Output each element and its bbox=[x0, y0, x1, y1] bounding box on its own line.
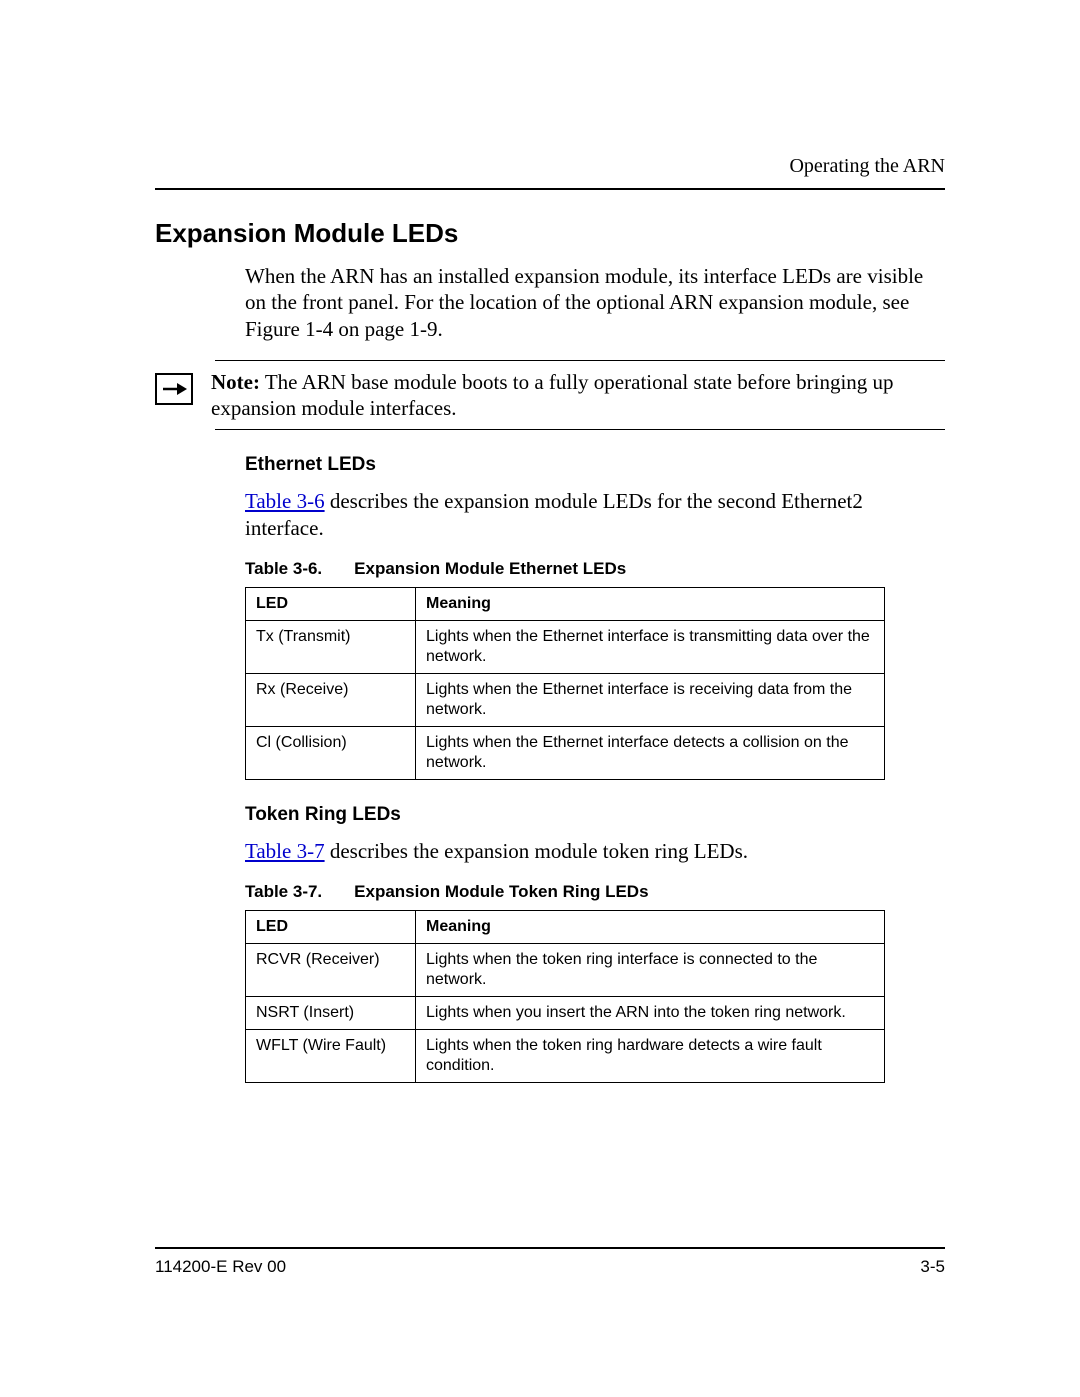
table-3-7: LED Meaning RCVR (Receiver) Lights when … bbox=[245, 910, 885, 1083]
note-row: Note: The ARN base module boots to a ful… bbox=[155, 361, 945, 430]
note-label: Note: bbox=[211, 370, 260, 394]
table-row: RCVR (Receiver) Lights when the token ri… bbox=[246, 944, 885, 997]
cell-led: Cl (Collision) bbox=[246, 726, 416, 779]
table-row: WFLT (Wire Fault) Lights when the token … bbox=[246, 1030, 885, 1083]
table-3-6: LED Meaning Tx (Transmit) Lights when th… bbox=[245, 587, 885, 780]
cell-led: WFLT (Wire Fault) bbox=[246, 1030, 416, 1083]
ethernet-desc-rest: describes the expansion module LEDs for … bbox=[245, 489, 863, 539]
ethernet-heading: Ethernet LEDs bbox=[245, 454, 945, 476]
cell-meaning: Lights when the token ring interface is … bbox=[416, 944, 885, 997]
note-text: Note: The ARN base module boots to a ful… bbox=[211, 369, 945, 422]
table-3-6-caption: Table 3-6. Expansion Module Ethernet LEDs bbox=[245, 559, 945, 579]
cell-meaning: Lights when the token ring hardware dete… bbox=[416, 1030, 885, 1083]
table-3-7-caption: Table 3-7. Expansion Module Token Ring LE… bbox=[245, 882, 945, 902]
ethernet-desc: Table 3-6 describes the expansion module… bbox=[245, 488, 945, 541]
table-3-7-link[interactable]: Table 3-7 bbox=[245, 839, 325, 863]
cell-led: Tx (Transmit) bbox=[246, 620, 416, 673]
footer-rule bbox=[155, 1247, 945, 1249]
page: Operating the ARN Expansion Module LEDs … bbox=[0, 0, 1080, 1397]
table-3-6-caption-title: Expansion Module Ethernet LEDs bbox=[354, 559, 626, 578]
table-3-6-link[interactable]: Table 3-6 bbox=[245, 489, 325, 513]
cell-meaning: Lights when the Ethernet interface is tr… bbox=[416, 620, 885, 673]
note-arrow-icon bbox=[155, 373, 193, 405]
cell-led: NSRT (Insert) bbox=[246, 997, 416, 1030]
page-number: 3-5 bbox=[920, 1257, 945, 1277]
tokenring-desc-rest: describes the expansion module token rin… bbox=[325, 839, 748, 863]
table-row: Tx (Transmit) Lights when the Ethernet i… bbox=[246, 620, 885, 673]
table-header-row: LED Meaning bbox=[246, 911, 885, 944]
footer-row: 114200-E Rev 00 3-5 bbox=[155, 1257, 945, 1277]
note-block: Note: The ARN base module boots to a ful… bbox=[155, 360, 945, 431]
th-meaning: Meaning bbox=[416, 911, 885, 944]
section-title: Expansion Module LEDs bbox=[155, 218, 945, 249]
table-header-row: LED Meaning bbox=[246, 587, 885, 620]
running-header: Operating the ARN bbox=[155, 155, 945, 178]
table-3-7-caption-title: Expansion Module Token Ring LEDs bbox=[354, 882, 648, 901]
doc-id: 114200-E Rev 00 bbox=[155, 1257, 286, 1277]
table-row: Cl (Collision) Lights when the Ethernet … bbox=[246, 726, 885, 779]
table-row: Rx (Receive) Lights when the Ethernet in… bbox=[246, 673, 885, 726]
cell-led: Rx (Receive) bbox=[246, 673, 416, 726]
table-3-7-caption-num: Table 3-7. bbox=[245, 882, 322, 901]
th-meaning: Meaning bbox=[416, 587, 885, 620]
cell-meaning: Lights when the Ethernet interface is re… bbox=[416, 673, 885, 726]
tokenring-heading: Token Ring LEDs bbox=[245, 804, 945, 826]
intro-block: When the ARN has an installed expansion … bbox=[245, 263, 945, 342]
table-3-6-caption-num: Table 3-6. bbox=[245, 559, 322, 578]
th-led: LED bbox=[246, 911, 416, 944]
intro-paragraph: When the ARN has an installed expansion … bbox=[245, 263, 945, 342]
page-footer: 114200-E Rev 00 3-5 bbox=[155, 1247, 945, 1277]
cell-led: RCVR (Receiver) bbox=[246, 944, 416, 997]
note-rule-bottom bbox=[215, 429, 945, 430]
table-row: NSRT (Insert) Lights when you insert the… bbox=[246, 997, 885, 1030]
th-led: LED bbox=[246, 587, 416, 620]
ethernet-section: Ethernet LEDs Table 3-6 describes the ex… bbox=[245, 454, 945, 1083]
header-rule bbox=[155, 188, 945, 190]
cell-meaning: Lights when the Ethernet interface detec… bbox=[416, 726, 885, 779]
note-body: The ARN base module boots to a fully ope… bbox=[211, 370, 894, 420]
cell-meaning: Lights when you insert the ARN into the … bbox=[416, 997, 885, 1030]
tokenring-desc: Table 3-7 describes the expansion module… bbox=[245, 838, 945, 864]
